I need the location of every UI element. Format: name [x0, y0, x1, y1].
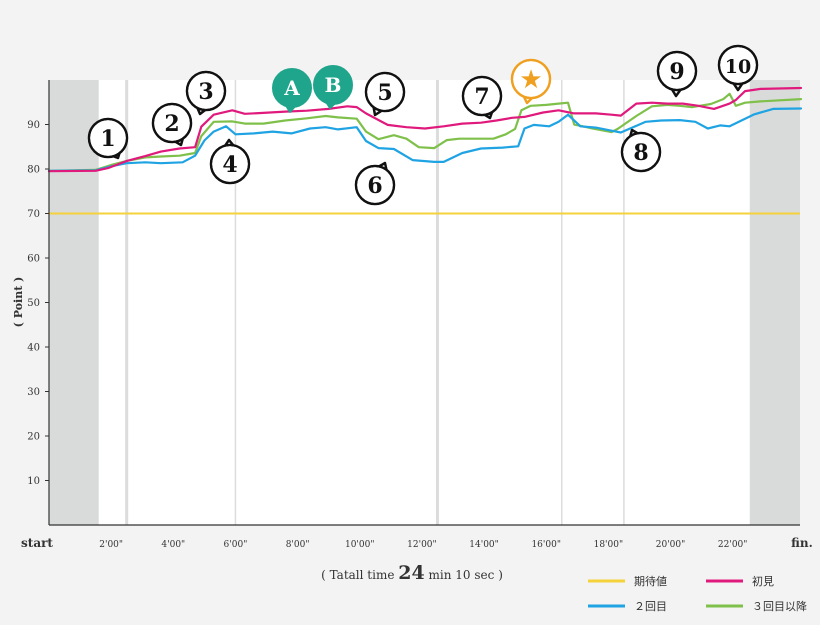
annotation-fill	[464, 78, 500, 114]
annotation-bubble-A: A	[272, 68, 312, 113]
series-line-1	[47, 86, 803, 173]
plot-area	[49, 80, 800, 525]
annotation-label: A	[283, 76, 300, 100]
total-time-prefix: ( Tatall time	[321, 568, 398, 582]
x-tick-label: 10'00"	[345, 540, 375, 550]
x-tick-label: 20'00"	[656, 540, 686, 550]
annotation-fill	[315, 67, 351, 103]
y-tick-label: 30	[27, 387, 40, 398]
series-line-3	[47, 92, 803, 172]
annotation-label: 9	[669, 59, 684, 85]
annotation-fill	[357, 167, 393, 203]
annotation-bubble-10: 10	[717, 44, 759, 92]
annotation-bubble-B: B	[313, 65, 353, 109]
x-tick-label: fin.	[791, 536, 813, 550]
annotation-label: 4	[222, 152, 237, 178]
x-tick-label: 4'00"	[161, 540, 185, 550]
x-tick-label: 22'00"	[718, 540, 748, 550]
x-tick-label: 6'00"	[224, 540, 248, 550]
annotation-bubble-5: 5	[364, 71, 406, 117]
series-line-2	[47, 107, 803, 172]
annotation-bubble-9: 9	[656, 50, 698, 98]
annotation-label: 1	[100, 126, 115, 152]
y-tick-label: 10	[27, 476, 40, 487]
annotation-label: B	[325, 73, 342, 97]
total-time-minutes: 24	[398, 562, 424, 584]
annotation-fill	[513, 61, 549, 97]
y-tick-label: 80	[27, 165, 40, 176]
annotation-bubble-2: 2	[151, 102, 193, 147]
x-tick-label: 14'00"	[469, 540, 499, 550]
legend-label: 初見	[752, 574, 774, 588]
annotation-fill	[90, 120, 126, 156]
annotation-label: 7	[474, 84, 489, 110]
annotation-bubble-6: 6	[354, 161, 396, 206]
y-tick-label: 20	[27, 432, 40, 443]
annotation-fill	[367, 74, 403, 110]
x-tick-label: 8'00"	[286, 540, 310, 550]
legend-label: 期待値	[634, 574, 667, 588]
annotation-bubble-3: 3	[185, 70, 227, 116]
annotation-label: 6	[367, 173, 382, 199]
annotation-label: ★	[519, 65, 542, 95]
legend-label: ３回目以降	[752, 599, 807, 613]
total-time-min-label: min	[425, 568, 456, 582]
x-tick-label: 12'00"	[407, 540, 437, 550]
annotation-label: 8	[633, 140, 648, 166]
annotation-label: 5	[377, 80, 392, 106]
y-tick-label: 50	[27, 298, 40, 309]
y-tick-label: 90	[27, 120, 40, 131]
annotation-fill	[623, 134, 659, 170]
annotation-fill	[188, 73, 224, 109]
x-tick-label: 2'00"	[99, 540, 123, 550]
annotation-label: 3	[198, 79, 213, 105]
y-axis-label: ( Point )	[12, 277, 25, 328]
y-tick-label: 60	[27, 254, 40, 265]
annotation-fill	[274, 70, 310, 106]
y-tick-label: 70	[27, 209, 40, 220]
annotation-bubble-4: 4	[209, 138, 251, 185]
annotation-bubble-1: 1	[87, 117, 129, 160]
y-tick-label: 40	[27, 343, 40, 354]
total-time-caption: ( Tatall time 24 min 10 sec )	[321, 562, 503, 584]
total-time-suffix: sec )	[471, 568, 503, 582]
annotation-fill	[720, 47, 756, 83]
x-tick-label: 18'00"	[594, 540, 624, 550]
end-shade	[749, 80, 800, 525]
annotation-bubble-7: 7	[461, 75, 503, 120]
annotation-label: 10	[725, 56, 751, 78]
annotation-bubble-★: ★	[510, 58, 552, 105]
total-time-seconds: 10	[455, 568, 470, 582]
annotation-fill	[659, 53, 695, 89]
x-tick-label: start	[21, 536, 53, 550]
annotation-fill	[212, 146, 248, 182]
start-shade	[49, 80, 99, 525]
legend-label: ２回目	[634, 600, 667, 613]
x-tick-label: 16'00"	[531, 540, 561, 550]
annotation-label: 2	[164, 111, 179, 137]
annotation-fill	[154, 105, 190, 141]
annotation-bubble-8: 8	[620, 128, 662, 173]
